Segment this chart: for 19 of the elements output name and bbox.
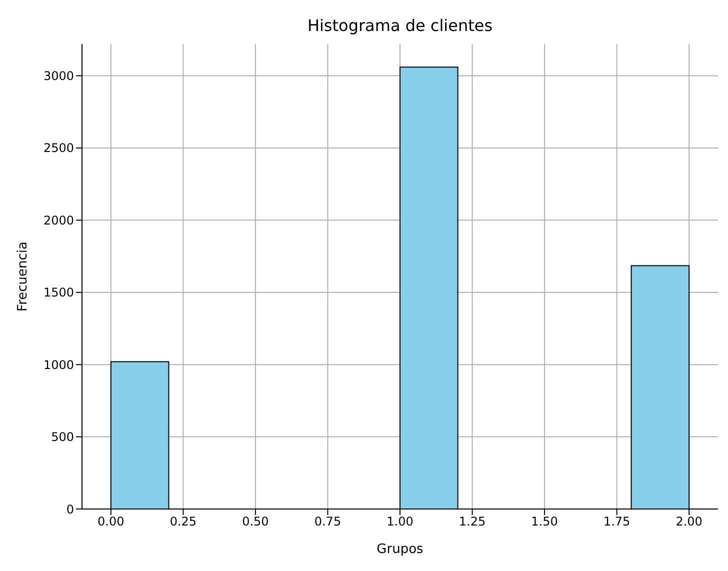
x-tick-label: 0.25 bbox=[170, 514, 197, 529]
x-tick-label: 1.50 bbox=[531, 514, 558, 529]
x-tick-label: 0.50 bbox=[242, 514, 269, 529]
x-tick-label: 0.75 bbox=[314, 514, 342, 529]
y-tick-label: 0 bbox=[66, 502, 74, 516]
x-tick-label: 2.00 bbox=[676, 514, 702, 529]
chart-title: Histograma de clientes bbox=[306, 16, 494, 35]
x-tick-label: 0.00 bbox=[98, 514, 124, 529]
y-axis-title: Frecuencia bbox=[16, 242, 31, 312]
y-tick-label: 1500 bbox=[43, 286, 74, 300]
y-tick-label: 1000 bbox=[43, 358, 74, 372]
y-tick-label: 2500 bbox=[43, 141, 74, 156]
x-tick-label: 1.75 bbox=[603, 514, 630, 529]
x-axis-title: Grupos bbox=[376, 542, 424, 557]
x-tick-label: 1.00 bbox=[386, 514, 414, 529]
x-tick-label: 1.25 bbox=[458, 514, 486, 529]
y-tick-label: 3000 bbox=[43, 69, 74, 84]
y-tick-label: 2000 bbox=[43, 213, 74, 228]
y-tick-label: 500 bbox=[51, 430, 74, 444]
